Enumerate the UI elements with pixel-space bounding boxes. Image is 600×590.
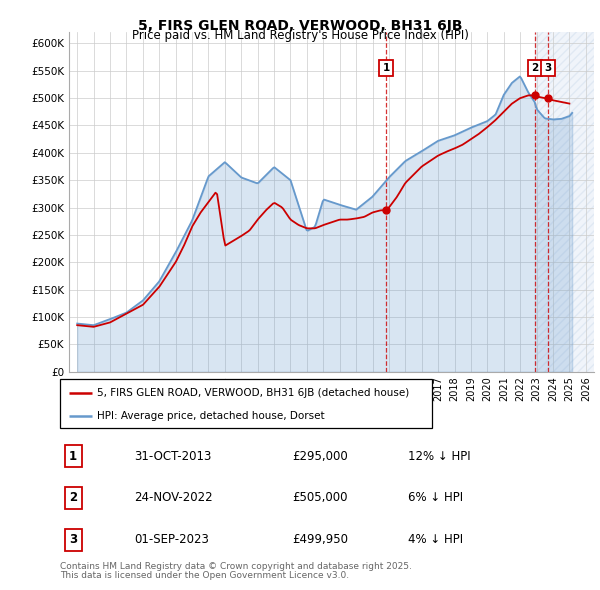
FancyBboxPatch shape	[60, 379, 432, 428]
Text: 24-NOV-2022: 24-NOV-2022	[134, 491, 212, 504]
Text: £505,000: £505,000	[292, 491, 348, 504]
Text: 5, FIRS GLEN ROAD, VERWOOD, BH31 6JB (detached house): 5, FIRS GLEN ROAD, VERWOOD, BH31 6JB (de…	[97, 388, 409, 398]
Text: 3: 3	[544, 63, 551, 73]
Text: 5, FIRS GLEN ROAD, VERWOOD, BH31 6JB: 5, FIRS GLEN ROAD, VERWOOD, BH31 6JB	[138, 19, 462, 33]
Text: 1: 1	[383, 63, 390, 73]
Text: HPI: Average price, detached house, Dorset: HPI: Average price, detached house, Dors…	[97, 411, 325, 421]
Text: Contains HM Land Registry data © Crown copyright and database right 2025.: Contains HM Land Registry data © Crown c…	[60, 562, 412, 571]
Text: 2: 2	[532, 63, 539, 73]
Text: £295,000: £295,000	[292, 450, 348, 463]
Text: 1: 1	[69, 450, 77, 463]
Bar	[535, 32, 594, 372]
Text: 31-OCT-2013: 31-OCT-2013	[134, 450, 211, 463]
Text: 4% ↓ HPI: 4% ↓ HPI	[409, 533, 464, 546]
Text: Price paid vs. HM Land Registry's House Price Index (HPI): Price paid vs. HM Land Registry's House …	[131, 30, 469, 42]
Text: 01-SEP-2023: 01-SEP-2023	[134, 533, 209, 546]
Text: £499,950: £499,950	[292, 533, 349, 546]
Text: This data is licensed under the Open Government Licence v3.0.: This data is licensed under the Open Gov…	[60, 571, 349, 580]
Bar	[535, 32, 594, 372]
Text: 2: 2	[69, 491, 77, 504]
Text: 3: 3	[69, 533, 77, 546]
Text: 12% ↓ HPI: 12% ↓ HPI	[409, 450, 471, 463]
Text: 6% ↓ HPI: 6% ↓ HPI	[409, 491, 464, 504]
